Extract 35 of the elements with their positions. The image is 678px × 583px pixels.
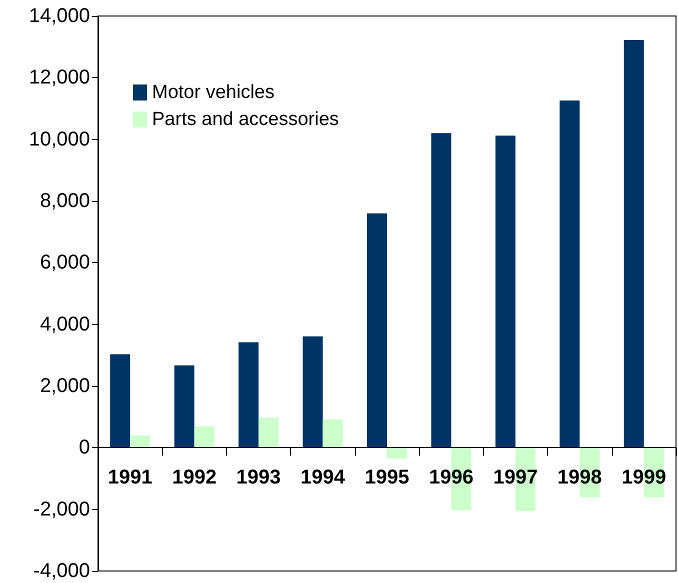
bar (238, 342, 259, 448)
x-tick-label: 1999 (622, 466, 666, 489)
x-tick-label: 1996 (428, 466, 474, 489)
bar (302, 336, 323, 448)
x-tick-label: 1998 (557, 466, 602, 489)
legend-label: Parts and accessories (152, 109, 339, 130)
bar (431, 133, 452, 448)
bar (387, 448, 407, 459)
y-tick-label: 0 (78, 436, 90, 459)
bar (495, 136, 516, 448)
bar (322, 419, 343, 448)
bar (194, 426, 214, 448)
y-tick-label: 2,000 (40, 375, 90, 397)
y-tick-label: 14,000 (28, 5, 90, 27)
x-tick-label: 1994 (300, 466, 346, 489)
bar (258, 417, 279, 448)
legend-label: Motor vehicles (152, 82, 274, 103)
bar (174, 365, 194, 448)
bar (560, 100, 580, 448)
bar (130, 435, 150, 448)
x-tick-label: 1991 (108, 466, 152, 489)
y-tick-label: -2,000 (33, 498, 90, 520)
y-tick-label: 12,000 (28, 66, 90, 89)
x-tick-label: 1995 (364, 466, 410, 489)
y-tick-label: 6,000 (40, 252, 90, 274)
y-tick-label: 8,000 (40, 190, 90, 212)
x-tick-label: 1992 (172, 466, 217, 489)
y-tick-label: -4,000 (33, 560, 90, 582)
x-tick-label: 1997 (493, 466, 538, 489)
bar (624, 40, 644, 448)
x-tick-label: 1993 (236, 466, 281, 489)
y-tick-label: 4,000 (40, 313, 90, 336)
bar (367, 213, 387, 448)
bar (110, 354, 130, 448)
y-tick-label: 10,000 (28, 128, 90, 150)
